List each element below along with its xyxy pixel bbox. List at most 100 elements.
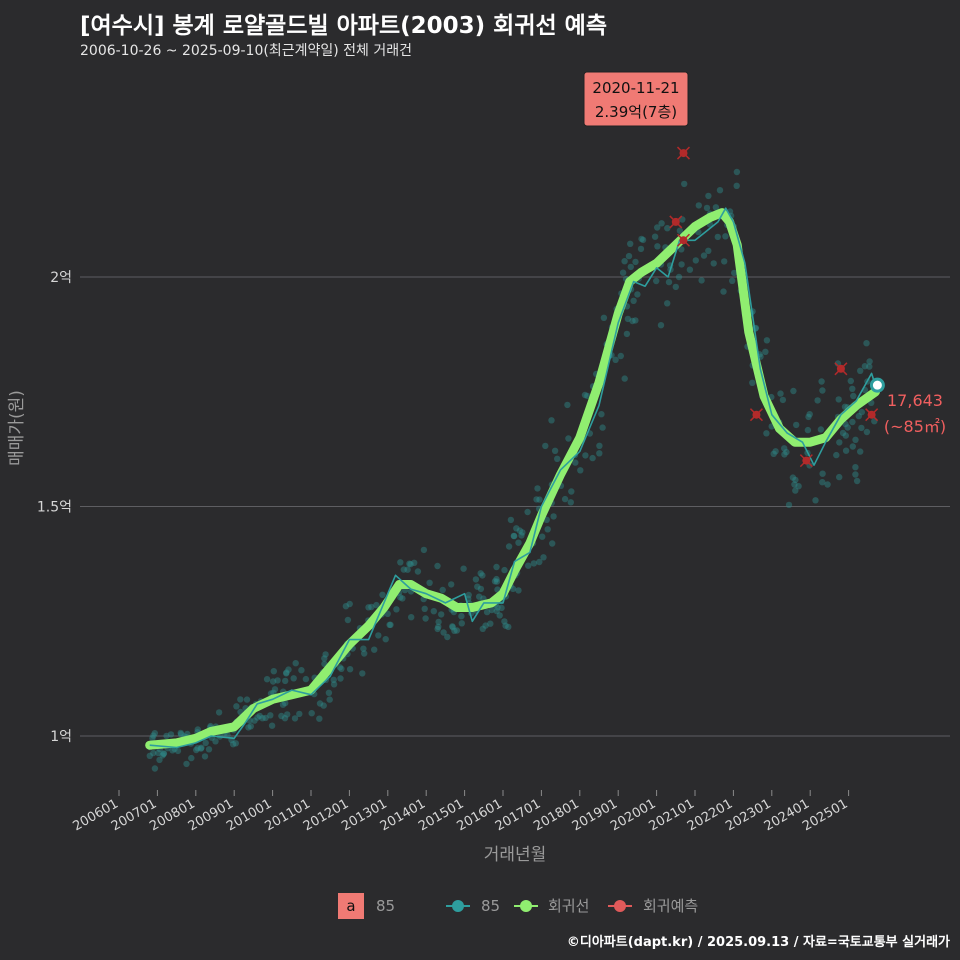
scatter-point	[805, 413, 812, 421]
scatter-point	[477, 585, 485, 593]
scatter-point	[150, 732, 157, 739]
scatter-point	[201, 753, 209, 760]
scatter-point	[630, 297, 637, 304]
scatter-point	[804, 426, 812, 434]
prediction-cross	[676, 233, 691, 247]
scatter-point	[163, 732, 170, 740]
scatter-point	[863, 340, 870, 347]
scatter-point	[733, 182, 740, 189]
scatter-point	[844, 424, 851, 431]
scatter-point	[232, 740, 239, 747]
scatter-point	[407, 561, 414, 568]
scatter-point	[568, 488, 575, 495]
scatter-point	[518, 532, 525, 539]
scatter-point	[371, 646, 378, 653]
scatter-point	[150, 749, 157, 757]
scatter-point	[330, 676, 337, 683]
legend-area-label: 85	[376, 897, 395, 915]
scatter-point	[283, 669, 290, 676]
scatter-point	[284, 711, 291, 718]
scatter-point	[283, 670, 290, 677]
legend-predict-dot	[614, 900, 626, 912]
scatter-point	[194, 726, 201, 733]
scatter-point	[632, 317, 639, 324]
scatter-point	[654, 224, 661, 231]
prediction-cross	[865, 408, 879, 422]
scatter-point	[400, 566, 407, 573]
scatter-point	[160, 750, 167, 758]
scatter-point	[789, 474, 797, 481]
prediction-cross	[669, 215, 683, 229]
scatter-point	[169, 747, 176, 754]
scatter-point	[167, 731, 175, 738]
scatter-point	[705, 192, 712, 200]
scatter-point	[465, 591, 472, 599]
scatter-point	[791, 481, 798, 488]
scatter-point	[494, 604, 501, 611]
scatter-point	[698, 277, 705, 284]
scatter-point	[298, 667, 305, 674]
scatter-point	[596, 442, 603, 449]
scatter-point	[282, 677, 289, 685]
scatter-point	[819, 387, 826, 394]
scatter-point	[849, 418, 856, 426]
scatter-point	[488, 606, 495, 614]
scatter-point	[458, 613, 465, 620]
scatter-point	[237, 696, 244, 703]
scatter-point	[259, 715, 266, 722]
scatter-point	[483, 608, 491, 616]
scatter-point	[498, 604, 505, 612]
scatter-point	[156, 756, 163, 764]
scatter-point	[477, 570, 484, 577]
scatter-point	[516, 527, 523, 534]
scatter-point	[795, 483, 802, 490]
scatter-point	[493, 607, 500, 615]
scatter-point	[781, 445, 788, 452]
scatter-point	[302, 675, 310, 683]
scatter-point	[491, 578, 499, 585]
scatter-point	[197, 745, 205, 752]
scatter-point	[267, 712, 274, 719]
scatter-point	[159, 752, 166, 759]
scatter-point	[515, 587, 522, 594]
callout-date: 2020-11-21	[592, 79, 679, 97]
scatter-point	[564, 401, 571, 409]
scatter-point	[509, 585, 517, 592]
scatter-point	[282, 699, 289, 707]
legend-85-label: 85	[481, 897, 500, 915]
scatter-point	[534, 485, 541, 492]
last-point-marker	[869, 377, 885, 393]
scatter-point	[194, 745, 201, 752]
scatter-point	[817, 426, 825, 433]
y-tick-label: 2억	[50, 270, 72, 286]
scatter-point	[320, 702, 327, 709]
scatter-point	[281, 715, 289, 722]
scatter-point	[781, 451, 788, 458]
scatter-point	[565, 435, 572, 442]
scatter-point	[386, 621, 393, 628]
scatter-point	[705, 247, 712, 254]
scatter-point	[793, 421, 800, 429]
scatter-point	[271, 686, 279, 693]
scatter-point	[393, 606, 400, 613]
scatter-point	[721, 258, 728, 265]
legend: a 85 85 회귀선 회귀예측	[338, 893, 698, 919]
scatter-point	[256, 712, 263, 720]
scatter-point	[342, 603, 350, 610]
scatter-point	[857, 448, 864, 455]
scatter-point	[530, 560, 538, 567]
scatter-point	[533, 496, 540, 503]
scatter-point	[625, 252, 633, 260]
scatter-point	[155, 749, 162, 757]
scatter-point	[842, 432, 849, 439]
scatter-point	[496, 612, 503, 619]
y-axis-title: 매매가(원)	[7, 390, 27, 466]
scatter-point	[151, 730, 158, 737]
prediction-marker	[676, 233, 691, 247]
chart-subtitle: 2006-10-26 ~ 2025-09-10(최근계약일) 전체 거래건	[80, 43, 412, 59]
scatter-point	[542, 442, 549, 450]
scatter-point	[855, 412, 862, 420]
scatter-point	[434, 625, 441, 633]
scatter-point	[513, 525, 520, 532]
scatter-point	[479, 625, 486, 632]
